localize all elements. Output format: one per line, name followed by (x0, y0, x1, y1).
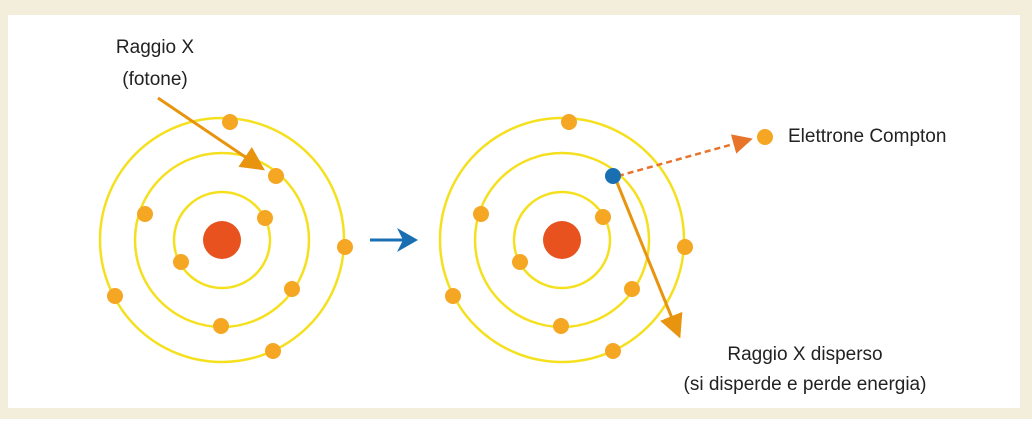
diagram: Raggio X (fotone) Elettrone Compton Ragg… (0, 0, 1032, 419)
label: (si disperde e perde energia) (684, 374, 927, 395)
label: Raggio X disperso (727, 344, 882, 365)
ejected-electron (605, 168, 621, 184)
compton-electron (757, 129, 773, 145)
label: Raggio X (116, 37, 194, 58)
label: (fotone) (122, 69, 187, 90)
label: Elettrone Compton (788, 126, 946, 147)
page: Raggio X (fotone) Elettrone Compton Ragg… (0, 0, 1032, 419)
